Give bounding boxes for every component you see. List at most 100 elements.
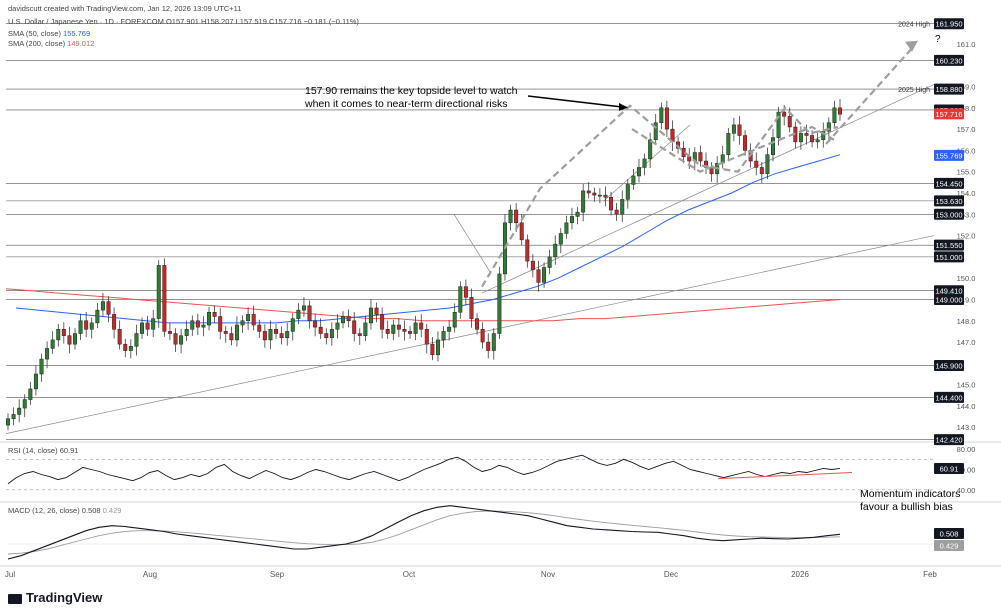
candle-body [223, 331, 228, 334]
candle-body [452, 311, 457, 328]
candle-body [620, 199, 625, 215]
y-tick-label: 159.0 [957, 83, 976, 92]
candle-body [112, 314, 117, 330]
candle-body [480, 329, 485, 343]
y-tick-label: 150.0 [957, 274, 976, 283]
candle-body [396, 324, 401, 330]
rsi-value-box [934, 463, 964, 475]
rsi-tick-label: 80.00 [957, 445, 976, 454]
candle-body [134, 333, 139, 347]
candle-body [100, 301, 105, 311]
candle-body [430, 343, 435, 356]
candle-body [826, 122, 831, 132]
y-tick-label: 145.0 [957, 381, 976, 390]
price-label-box [934, 195, 964, 207]
tradingview-logo: TradingView [8, 590, 102, 605]
candle-body [17, 407, 22, 415]
price-label: 142.420 [935, 436, 962, 445]
price-label: 161.950 [935, 20, 962, 29]
price-label: 155.769 [935, 151, 962, 160]
candle-body [804, 133, 809, 136]
price-label-box [934, 251, 964, 263]
sma50-label: SMA (50, close) [8, 29, 61, 38]
rsi-tick-label: 40.00 [957, 486, 976, 495]
candle-body [447, 326, 452, 332]
candle-body [195, 320, 200, 328]
candle-body [201, 324, 206, 328]
candle-body [776, 111, 781, 138]
candle-body [765, 154, 770, 175]
candle-body [653, 122, 658, 141]
price-label: 144.400 [935, 393, 962, 402]
price-label-box [934, 149, 964, 161]
annotation-text: 157.90 remains the key topside level to … [305, 85, 518, 97]
candle-body [564, 222, 569, 234]
annotation-text: Momentum indicators [860, 488, 960, 500]
candle-body [463, 286, 468, 298]
candle-body [553, 243, 558, 258]
candle-body [179, 335, 184, 345]
macd-tick-label: 0.508 [940, 530, 959, 539]
price-label-box [934, 18, 964, 30]
candle-body [542, 267, 547, 283]
y-tick-label: 143.0 [957, 423, 976, 432]
price-label-note: 2025 High [898, 87, 930, 94]
candle-body [413, 322, 418, 334]
annotation-text: favour a bullish bias [860, 501, 953, 513]
candle-body [218, 316, 223, 332]
candle-body [22, 399, 27, 409]
candle-body [391, 324, 396, 334]
symbol-line: U.S. Dollar / Japanese Yen · 1D · FOREXC… [8, 17, 359, 26]
y-tick-label: 153.0 [957, 210, 976, 219]
candle-body [642, 158, 647, 168]
price-label-box [934, 108, 964, 120]
candle-body [597, 194, 602, 197]
candle-body [469, 297, 474, 319]
y-tick-label: 148.0 [957, 317, 976, 326]
candle-body [33, 373, 38, 390]
candle-body [491, 333, 496, 351]
candle-body [458, 286, 463, 313]
candle-body [664, 107, 669, 130]
candle-body [274, 329, 279, 334]
candle-body [754, 160, 759, 168]
macd-value-2: 0.429 [102, 506, 122, 515]
annotation-text: when it comes to near-term directional r… [304, 98, 508, 110]
candle-body [341, 316, 346, 324]
price-label-note: 2024 High [898, 22, 930, 29]
candle-body [838, 107, 842, 115]
price-label: 151.000 [935, 253, 962, 262]
candle-body [162, 265, 167, 332]
x-tick-label: Aug [143, 570, 157, 579]
candle-body [73, 333, 77, 345]
candle-body [156, 265, 161, 319]
candle-body [39, 358, 44, 375]
x-tick-label: 2026 [791, 570, 809, 579]
arrow-head-icon [905, 40, 918, 52]
price-label: 158.880 [935, 85, 962, 94]
projection-arrow [481, 104, 839, 288]
candle-body [290, 318, 295, 332]
tradingview-mark-icon [8, 593, 22, 604]
candle-body [251, 314, 256, 326]
candle-body [385, 329, 390, 334]
candle-body [128, 346, 133, 351]
candle-body [28, 388, 33, 400]
candle-body [285, 331, 290, 339]
y-tick-label: 161.0 [957, 40, 976, 49]
price-label: 149.000 [935, 295, 962, 304]
candle-body [207, 311, 212, 326]
candle-body [508, 209, 513, 224]
candle-body [731, 124, 736, 134]
y-tick-label: 157.0 [957, 125, 976, 134]
candle-body [569, 216, 574, 224]
price-label: 153.000 [935, 210, 962, 219]
price-label: 154.450 [935, 179, 962, 188]
sma50-line [15, 154, 841, 324]
projection-arrow [631, 125, 835, 173]
candle-body [408, 331, 413, 334]
price-label: 145.900 [935, 361, 962, 370]
price-label: 157.716 [935, 110, 962, 119]
macd-value-box [934, 528, 964, 539]
sma200-label: SMA (200, close) [8, 39, 66, 48]
